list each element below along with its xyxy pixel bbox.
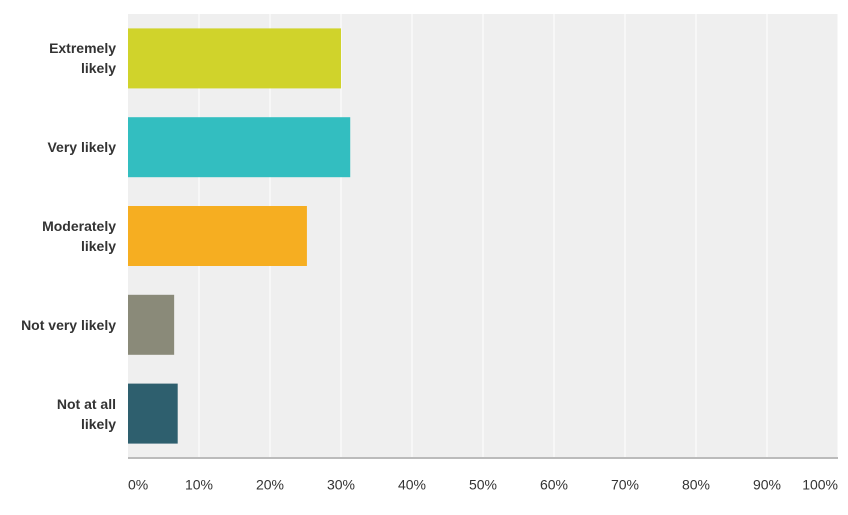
x-tick-label: 10% [185, 477, 213, 493]
bar [128, 28, 341, 89]
x-tick-label: 70% [611, 477, 639, 493]
x-tick-label: 90% [753, 477, 781, 493]
x-tick-label: 80% [682, 477, 710, 493]
x-tick-label: 50% [469, 477, 497, 493]
x-tick-label: 100% [802, 477, 838, 493]
x-tick-label: 60% [540, 477, 568, 493]
category-label: Extremely likely [49, 40, 116, 77]
x-tick-label: 20% [256, 477, 284, 493]
category-label: Not at all likely [56, 395, 116, 432]
bar [128, 383, 178, 444]
x-tick-label: 40% [398, 477, 426, 493]
category-label: Not very likely [21, 316, 116, 333]
category-label: Moderately likely [42, 218, 116, 254]
bar [128, 294, 175, 355]
category-label: Very likely [47, 139, 116, 156]
x-tick-label: 0% [128, 477, 148, 493]
bar [128, 206, 307, 266]
x-tick-label: 30% [327, 477, 355, 493]
bar [128, 117, 351, 178]
